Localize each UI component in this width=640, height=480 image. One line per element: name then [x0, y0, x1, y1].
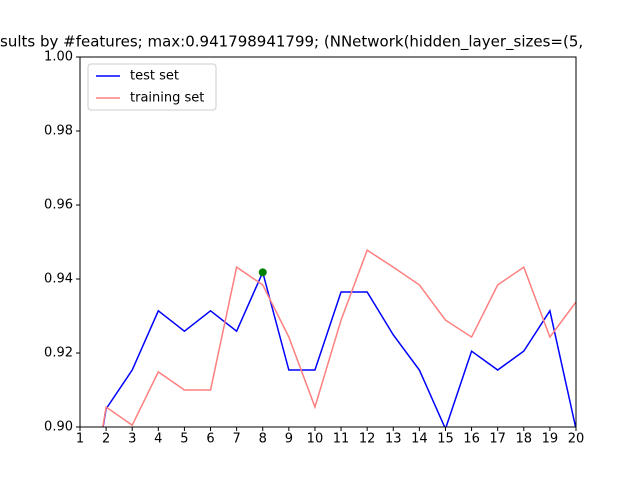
x-tick-label: 16	[463, 432, 480, 447]
x-tick-label: 4	[154, 432, 162, 447]
legend-label: training set	[130, 91, 204, 106]
y-tick-label: 1.00	[44, 50, 73, 65]
plot-frame	[79, 56, 577, 428]
data-line	[102, 249, 576, 427]
data-line	[102, 270, 576, 427]
x-tick-label: 2	[102, 432, 110, 447]
plot-background	[80, 57, 576, 427]
x-tick-label: 15	[437, 432, 454, 447]
x-tick-label: 7	[232, 432, 240, 447]
y-tick-label: 0.98	[44, 124, 73, 139]
y-tick-label: 0.90	[44, 420, 73, 435]
x-tick-label: 3	[128, 432, 136, 447]
x-tick-label: 17	[489, 432, 506, 447]
plot-area	[102, 249, 576, 427]
x-tick-label: 20	[568, 432, 585, 447]
x-tick-label: 8	[259, 432, 267, 447]
x-tick-label: 11	[333, 432, 350, 447]
x-tick-label: 5	[180, 432, 188, 447]
max-marker	[258, 268, 267, 277]
x-tick-label: 1	[76, 432, 84, 447]
chart-title: sults by #features; max:0.941798941799; …	[0, 33, 583, 52]
legend-label: test set	[130, 69, 179, 84]
y-tick-label: 0.92	[44, 346, 73, 361]
x-tick-label: 14	[411, 432, 428, 447]
x-tick-label: 18	[516, 432, 533, 447]
x-tick-label: 10	[307, 432, 324, 447]
x-tick-label: 9	[285, 432, 293, 447]
x-tick-label: 12	[359, 432, 376, 447]
y-tick-label: 0.96	[44, 198, 73, 213]
y-tick-label: 0.94	[44, 272, 73, 287]
x-tick-label: 6	[206, 432, 214, 447]
x-tick-label: 19	[542, 432, 559, 447]
x-tick-label: 13	[385, 432, 402, 447]
